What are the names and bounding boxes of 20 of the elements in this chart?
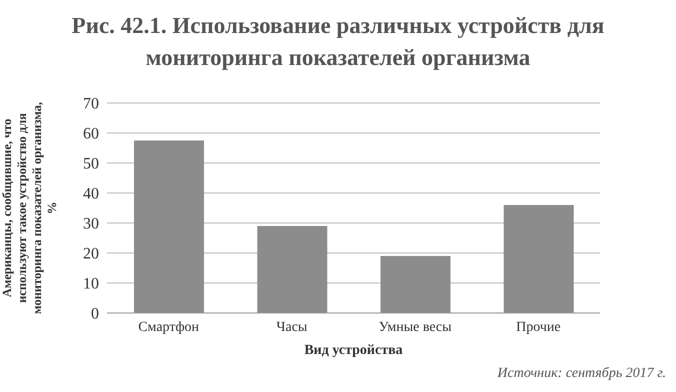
y-tick-label: 0 [91, 306, 99, 323]
x-tick-label: Часы [276, 320, 308, 335]
text: Источник: сентябрь 2017 г. [497, 366, 666, 382]
y-tick-label: 10 [83, 276, 99, 293]
y-tick-label: 30 [83, 216, 99, 233]
x-tick-label: Умные весы [378, 320, 452, 335]
bar [134, 140, 204, 313]
y-tick-label: 40 [83, 186, 99, 203]
bar [380, 256, 450, 313]
y-axis-title: Американцы, сообщившие, что используют такое устройство для мониторинга показателей организма, % [0, 100, 60, 316]
x-tick-label: Смартфон [138, 320, 200, 335]
y-tick-label: 20 [83, 246, 99, 263]
chart-title: Рис. 42.1. Использование различных устройств для мониторинга показателей организма [70, 12, 606, 72]
y-tick-label: 50 [83, 156, 99, 173]
bar [257, 226, 328, 313]
y-tick-label: 60 [83, 126, 99, 143]
bar [504, 205, 574, 313]
x-tick-label: Прочие [516, 320, 561, 335]
x-axis-title: Вид устройства [303, 343, 404, 359]
y-tick-label: 70 [83, 96, 99, 113]
